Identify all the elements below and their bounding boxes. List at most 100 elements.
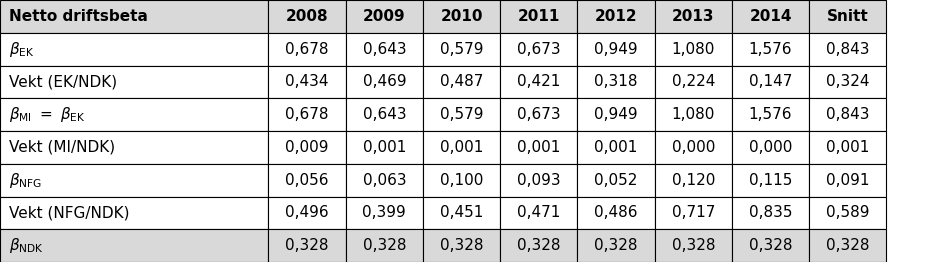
- Text: 1,080: 1,080: [672, 107, 715, 122]
- Bar: [0, 164, 268, 196]
- Text: 2009: 2009: [363, 9, 406, 24]
- Text: 0,717: 0,717: [672, 205, 715, 220]
- Text: 2012: 2012: [594, 9, 638, 24]
- Text: 0,120: 0,120: [672, 173, 715, 188]
- Bar: [346, 98, 423, 131]
- Bar: [268, 196, 346, 229]
- Text: 0,399: 0,399: [363, 205, 406, 220]
- Bar: [268, 66, 346, 98]
- Text: 0,643: 0,643: [363, 107, 406, 122]
- Bar: [732, 131, 809, 164]
- Text: 2013: 2013: [672, 9, 715, 24]
- Bar: [423, 66, 500, 98]
- Bar: [268, 0, 346, 33]
- Bar: [732, 196, 809, 229]
- Bar: [732, 229, 809, 262]
- Text: 0,678: 0,678: [285, 107, 329, 122]
- Bar: [655, 98, 732, 131]
- Text: 0,673: 0,673: [517, 107, 560, 122]
- Text: 0,579: 0,579: [440, 107, 483, 122]
- Text: $\beta_{\mathrm{NDK}}$: $\beta_{\mathrm{NDK}}$: [9, 236, 44, 255]
- Bar: [346, 33, 423, 66]
- Bar: [423, 0, 500, 33]
- Bar: [655, 33, 732, 66]
- Text: 0,001: 0,001: [440, 140, 483, 155]
- Bar: [809, 131, 886, 164]
- Text: Vekt (NFG/NDK): Vekt (NFG/NDK): [9, 205, 130, 220]
- Bar: [577, 131, 655, 164]
- Text: $\beta_{\mathrm{EK}}$: $\beta_{\mathrm{EK}}$: [9, 40, 35, 59]
- Text: 1,576: 1,576: [749, 107, 792, 122]
- Text: 0,000: 0,000: [672, 140, 715, 155]
- Text: 0,451: 0,451: [440, 205, 483, 220]
- Bar: [732, 66, 809, 98]
- Text: 0,328: 0,328: [517, 238, 560, 253]
- Bar: [809, 164, 886, 196]
- Bar: [500, 33, 577, 66]
- Bar: [346, 131, 423, 164]
- Text: 0,328: 0,328: [826, 238, 869, 253]
- Text: 0,673: 0,673: [517, 42, 560, 57]
- Text: 0,949: 0,949: [594, 107, 638, 122]
- Text: 1,080: 1,080: [672, 42, 715, 57]
- Text: 0,328: 0,328: [749, 238, 792, 253]
- Text: 0,835: 0,835: [749, 205, 792, 220]
- Text: 0,093: 0,093: [517, 173, 560, 188]
- Bar: [577, 0, 655, 33]
- Bar: [732, 98, 809, 131]
- Bar: [655, 196, 732, 229]
- Text: 0,100: 0,100: [440, 173, 483, 188]
- Text: 0,328: 0,328: [363, 238, 406, 253]
- Bar: [577, 196, 655, 229]
- Text: 0,001: 0,001: [826, 140, 869, 155]
- Bar: [500, 0, 577, 33]
- Bar: [346, 164, 423, 196]
- Bar: [500, 98, 577, 131]
- Bar: [500, 131, 577, 164]
- Bar: [500, 164, 577, 196]
- Text: 0,115: 0,115: [749, 173, 792, 188]
- Text: 0,487: 0,487: [440, 74, 483, 89]
- Bar: [809, 33, 886, 66]
- Text: 0,589: 0,589: [826, 205, 869, 220]
- Text: 0,063: 0,063: [363, 173, 406, 188]
- Text: 0,328: 0,328: [672, 238, 715, 253]
- Bar: [423, 33, 500, 66]
- Text: 0,324: 0,324: [826, 74, 869, 89]
- Bar: [732, 0, 809, 33]
- Text: Snitt: Snitt: [827, 9, 869, 24]
- Text: 0,052: 0,052: [594, 173, 638, 188]
- Text: 0,001: 0,001: [594, 140, 638, 155]
- Bar: [732, 164, 809, 196]
- Text: 0,001: 0,001: [517, 140, 560, 155]
- Bar: [577, 98, 655, 131]
- Bar: [268, 229, 346, 262]
- Text: 0,328: 0,328: [440, 238, 483, 253]
- Bar: [268, 131, 346, 164]
- Bar: [655, 131, 732, 164]
- Text: 1,576: 1,576: [749, 42, 792, 57]
- Text: $\beta_{\mathrm{MI}}\ =\ \beta_{\mathrm{EK}}$: $\beta_{\mathrm{MI}}\ =\ \beta_{\mathrm{…: [9, 105, 86, 124]
- Bar: [0, 98, 268, 131]
- Bar: [0, 33, 268, 66]
- Text: 2010: 2010: [440, 9, 483, 24]
- Bar: [500, 196, 577, 229]
- Bar: [809, 98, 886, 131]
- Bar: [268, 164, 346, 196]
- Bar: [655, 229, 732, 262]
- Bar: [0, 0, 268, 33]
- Bar: [809, 196, 886, 229]
- Bar: [346, 0, 423, 33]
- Bar: [0, 196, 268, 229]
- Text: 0,486: 0,486: [594, 205, 638, 220]
- Bar: [577, 229, 655, 262]
- Text: 0,147: 0,147: [749, 74, 792, 89]
- Bar: [655, 164, 732, 196]
- Text: 0,678: 0,678: [285, 42, 329, 57]
- Text: 0,328: 0,328: [594, 238, 638, 253]
- Text: 0,328: 0,328: [285, 238, 329, 253]
- Bar: [500, 66, 577, 98]
- Bar: [346, 229, 423, 262]
- Text: 0,843: 0,843: [826, 42, 869, 57]
- Text: $\beta_{\mathrm{NFG}}$: $\beta_{\mathrm{NFG}}$: [9, 171, 42, 190]
